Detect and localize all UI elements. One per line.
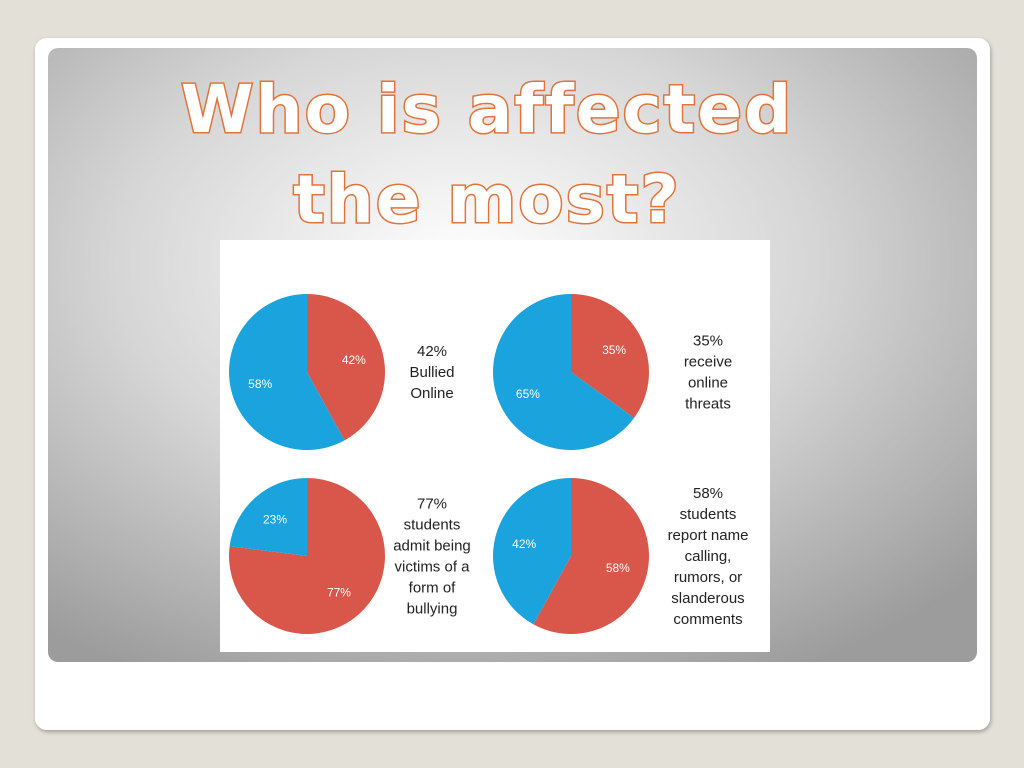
pie-caption: students (680, 506, 737, 523)
pie-caption: calling, (685, 548, 732, 565)
pie-caption: 35% (693, 333, 723, 350)
pie-caption: victims of a (394, 559, 470, 576)
pie-slice (533, 478, 650, 635)
pie-slice (307, 294, 386, 441)
pie-caption: form of (409, 580, 457, 597)
pie-caption: Online (410, 385, 453, 402)
pie-caption: admit being (393, 538, 471, 555)
value-label: 35% (602, 343, 626, 357)
slide-title: the most? (293, 161, 681, 238)
pie-slice (229, 294, 345, 450)
value-label: 58% (606, 561, 630, 575)
pie-caption: 58% (693, 485, 723, 502)
pie-caption: slanderous (671, 590, 744, 607)
slide-title: Who is affected (181, 71, 793, 148)
value-label: 42% (342, 353, 366, 367)
value-label: 23% (263, 513, 287, 527)
pie-slice (229, 478, 307, 556)
pie-slice (493, 294, 635, 451)
value-label: 58% (248, 377, 272, 391)
value-label: 77% (327, 585, 351, 599)
pie-caption: rumors, or (674, 569, 742, 586)
pie-caption: 77% (417, 496, 447, 513)
pie-caption: bullying (407, 601, 458, 618)
value-label: 42% (512, 537, 536, 551)
pie-caption: receive (684, 354, 732, 371)
pie-caption: 42% (417, 343, 447, 360)
pie-slice (493, 478, 571, 625)
pie-caption: Bullied (409, 364, 454, 381)
value-label: 65% (516, 387, 540, 401)
pie-caption: threats (685, 396, 731, 413)
pie-caption: comments (673, 611, 742, 628)
pie-caption: online (688, 375, 728, 392)
pie-caption: students (404, 517, 461, 534)
pie-slice (571, 294, 649, 418)
pie-caption: report name (668, 527, 749, 544)
